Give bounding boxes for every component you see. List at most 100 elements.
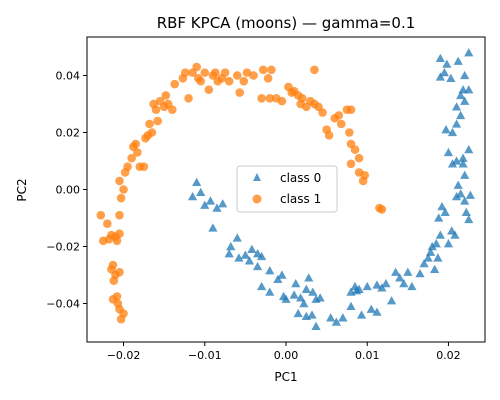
data-point-class-0 (456, 110, 466, 120)
data-point-class-0 (456, 90, 466, 100)
data-point-class-0 (430, 264, 440, 273)
data-point-class-0 (247, 244, 257, 254)
y-tick-label: 0.02 (56, 126, 81, 139)
data-point-class-0 (446, 73, 456, 83)
data-point-class-0 (451, 192, 462, 201)
data-point-class-0 (338, 313, 348, 322)
data-point-class-0 (240, 250, 250, 259)
data-point-class-1 (192, 62, 201, 72)
data-point-class-0 (435, 230, 445, 239)
data-point-class-1 (127, 153, 136, 163)
data-point-class-1 (346, 159, 356, 169)
data-point-class-0 (395, 273, 405, 282)
x-axis: −0.02 −0.01 0.00 0.01 0.02 (107, 342, 461, 362)
data-point-class-0 (460, 70, 470, 80)
data-point-class-1 (149, 99, 158, 109)
data-point-class-1 (265, 93, 275, 103)
data-point-class-0 (315, 293, 325, 302)
data-point-class-0 (200, 200, 210, 209)
data-point-class-1 (211, 68, 220, 77)
y-tick-label: −0.04 (46, 298, 80, 311)
data-point-class-1 (119, 309, 128, 318)
data-point-class-0 (460, 96, 470, 105)
data-point-class-0 (377, 283, 387, 292)
data-point-class-0 (419, 259, 429, 268)
data-point-class-1 (232, 71, 242, 80)
data-point-class-1 (170, 79, 180, 89)
x-tick-label: 0.01 (355, 349, 380, 362)
data-point-class-1 (324, 131, 334, 140)
data-point-class-0 (265, 287, 275, 296)
data-point-class-0 (326, 313, 336, 322)
data-point-class-0 (443, 239, 454, 248)
data-point-class-0 (399, 278, 409, 288)
data-point-class-1 (180, 68, 190, 77)
data-point-class-1 (115, 229, 124, 238)
data-point-class-1 (220, 68, 230, 77)
data-point-class-1 (115, 267, 124, 277)
data-point-class-0 (456, 189, 466, 198)
data-point-class-1 (345, 128, 354, 137)
data-point-class-1 (96, 210, 106, 220)
data-point-class-0 (451, 102, 462, 111)
data-point-class-1 (184, 93, 193, 103)
data-point-class-0 (453, 180, 463, 189)
data-point-class-1 (360, 170, 370, 180)
x-tick-label: 0.02 (436, 349, 461, 362)
data-point-class-0 (461, 207, 471, 216)
data-point-class-0 (427, 241, 437, 251)
data-point-class-1 (350, 145, 360, 154)
data-point-class-1 (115, 210, 124, 220)
data-point-class-0 (441, 125, 451, 134)
data-point-class-1 (147, 128, 157, 137)
data-point-class-0 (439, 68, 449, 77)
data-point-class-0 (450, 230, 460, 239)
data-point-class-1 (204, 85, 214, 95)
data-point-class-0 (431, 239, 441, 248)
data-point-class-0 (311, 321, 321, 331)
data-point-class-0 (346, 301, 356, 311)
plot-area (96, 48, 475, 331)
data-point-class-1 (153, 116, 162, 126)
data-point-class-0 (277, 270, 287, 279)
data-point-class-1 (263, 74, 273, 83)
data-point-class-0 (407, 281, 417, 291)
data-point-class-0 (460, 170, 470, 179)
data-point-class-0 (257, 281, 267, 291)
data-point-class-1 (224, 76, 234, 86)
data-point-class-0 (226, 241, 236, 251)
data-point-class-1 (167, 105, 177, 114)
data-point-class-1 (123, 162, 132, 171)
data-point-class-0 (464, 48, 474, 57)
data-point-class-0 (208, 223, 218, 232)
data-point-class-0 (458, 153, 468, 162)
data-point-class-0 (440, 207, 450, 216)
data-point-class-1 (242, 68, 252, 77)
data-point-class-0 (458, 159, 468, 168)
data-point-class-0 (435, 72, 445, 81)
data-point-class-0 (252, 261, 263, 271)
data-point-class-0 (265, 266, 275, 275)
data-point-class-0 (299, 298, 309, 308)
x-axis-label: PC1 (274, 370, 297, 384)
data-point-class-1 (200, 68, 210, 77)
data-point-class-0 (354, 284, 364, 293)
data-point-class-0 (192, 177, 202, 187)
data-point-class-1 (145, 119, 154, 129)
data-point-class-1 (115, 176, 124, 186)
data-point-class-0 (447, 127, 458, 137)
data-point-class-0 (218, 199, 228, 208)
data-point-class-0 (453, 56, 463, 65)
data-point-class-0 (443, 147, 454, 157)
data-point-class-0 (301, 284, 311, 293)
data-point-class-0 (187, 192, 198, 201)
x-tick-label: 0.00 (274, 349, 299, 362)
data-point-class-0 (362, 281, 372, 291)
data-point-class-0 (196, 187, 206, 197)
data-point-class-0 (296, 293, 306, 302)
data-point-class-1 (318, 108, 327, 117)
legend-label-class-1: class 1 (280, 192, 321, 206)
legend-label-class-0: class 0 (280, 171, 321, 185)
data-point-class-1 (109, 276, 119, 286)
